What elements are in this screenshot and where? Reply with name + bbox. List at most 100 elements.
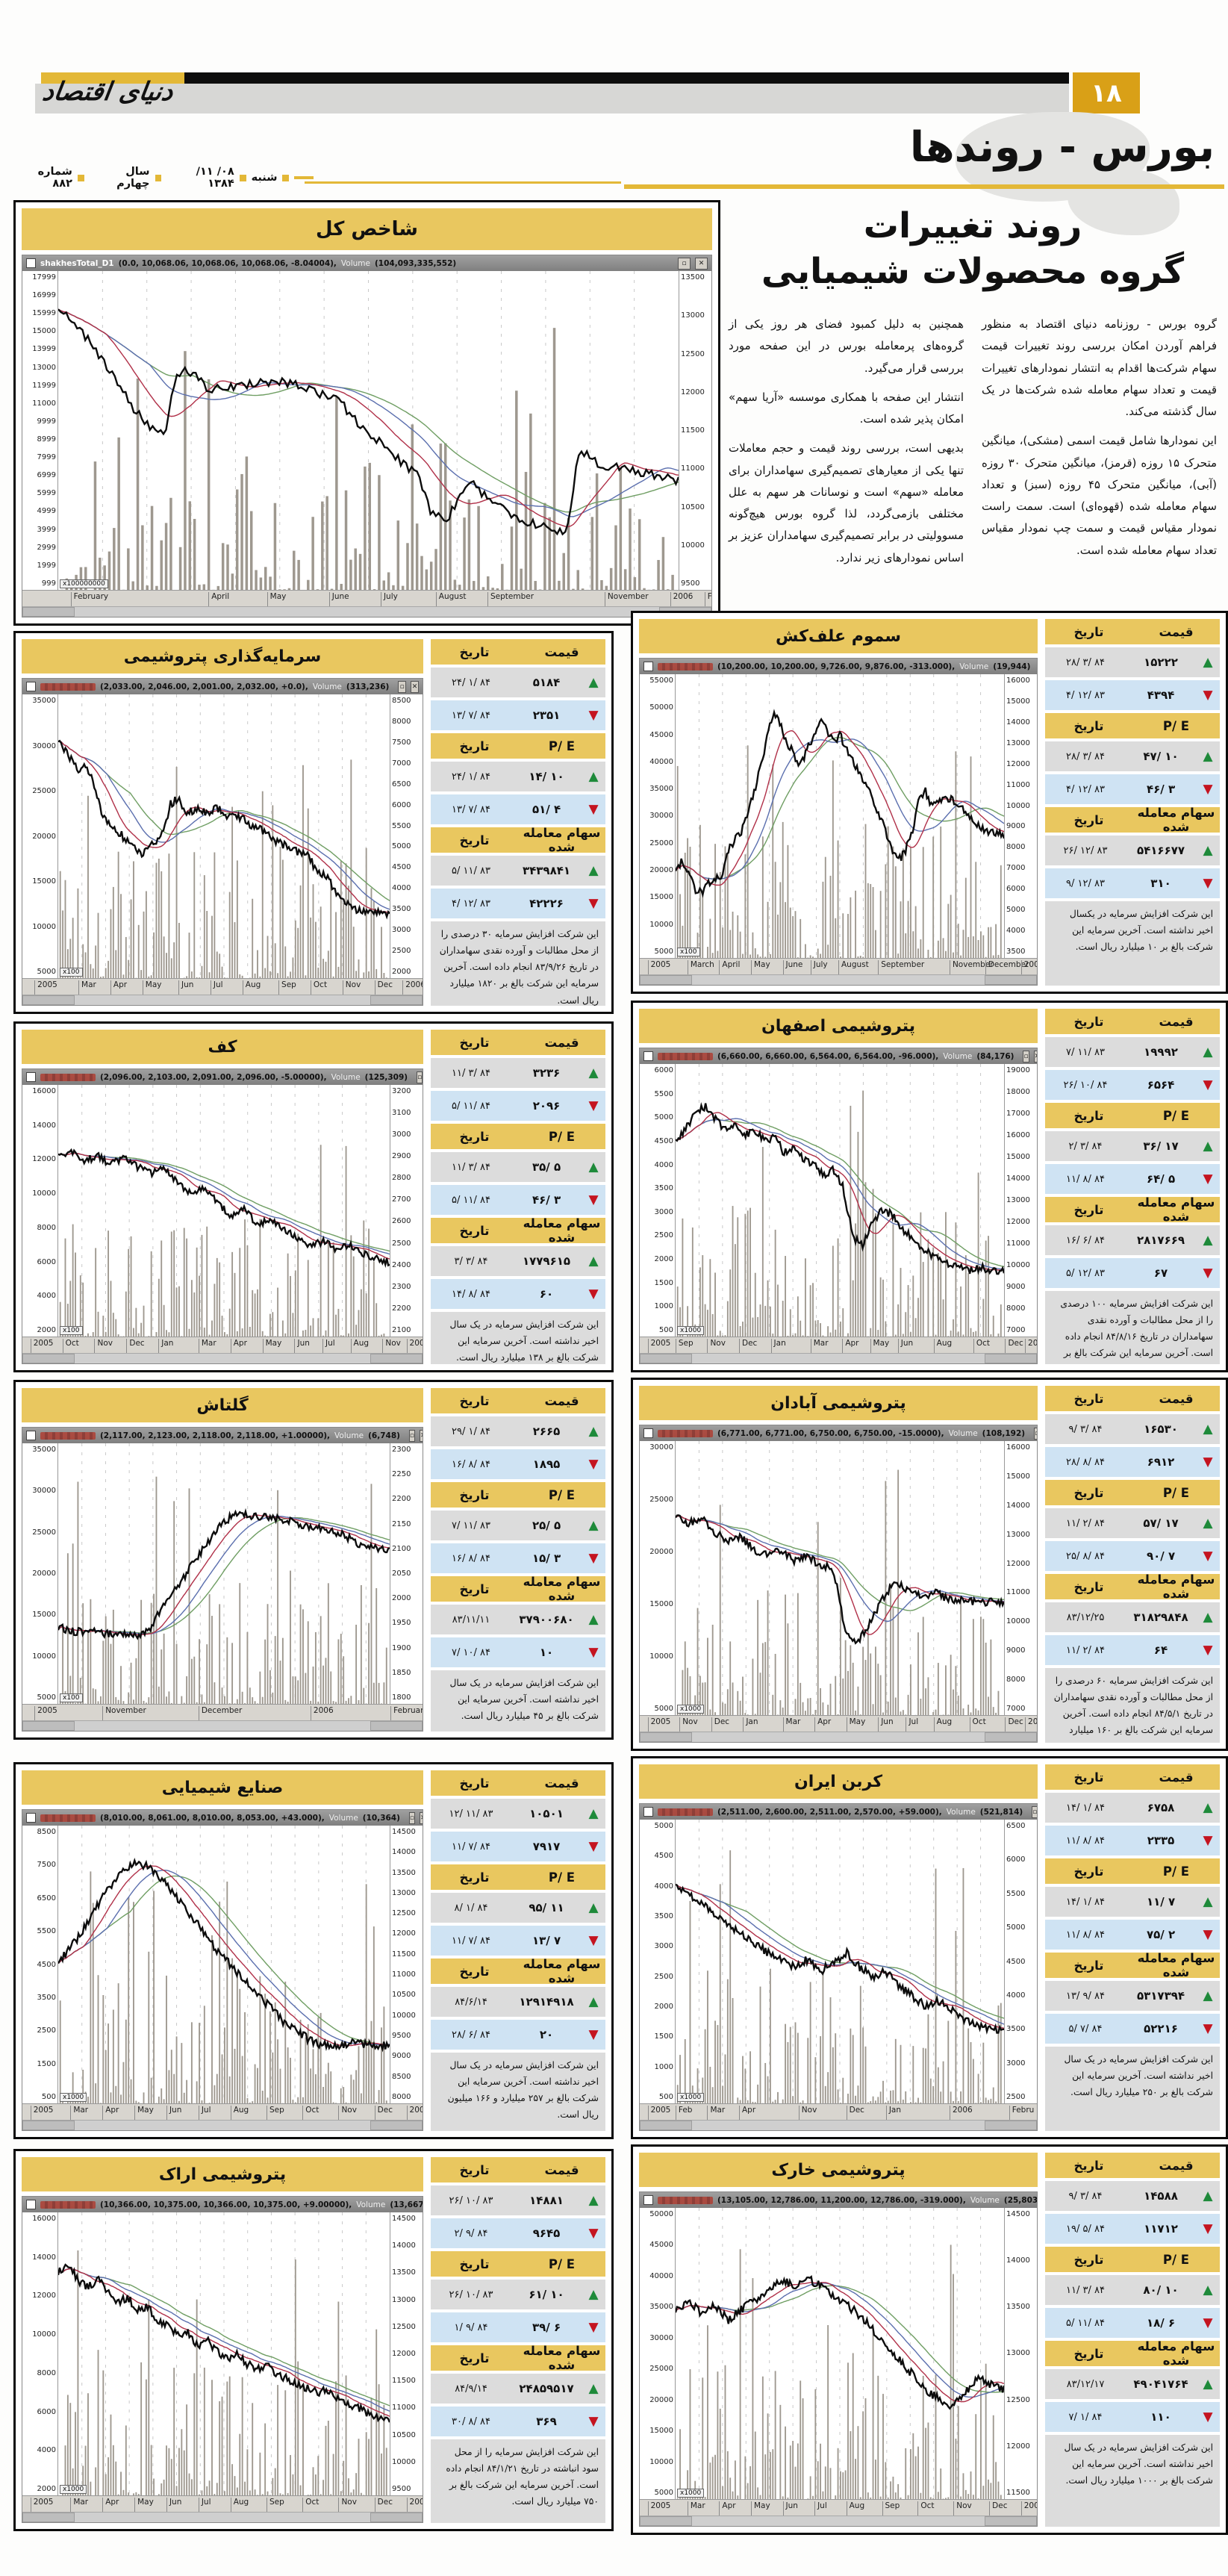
x-axis-label: Jan xyxy=(158,1339,173,1353)
minimize-icon: ▫ xyxy=(678,257,691,270)
stat-row-low: ▼ ۷ /۱۳ ۸۴ /۷ /۱۱ xyxy=(431,1926,605,1956)
stat-header-date-label: تاریخ xyxy=(459,2256,490,2271)
down-triangle-icon: ▼ xyxy=(588,2413,599,2429)
right-axis-price-scale: 14500 14000 13500 13000 12500 12000 11500 xyxy=(1004,2208,1037,2499)
panel-title: پتروشیمی آبادان xyxy=(639,1386,1038,1420)
stat-row-high: ▲ ۶۷۵۸ ۸۴ /۱ /۱۴ xyxy=(1045,1793,1220,1823)
up-triangle-icon: ▲ xyxy=(588,1517,599,1533)
right-axis-price-scale: 3200 3100 3000 2900 2800 2700 2600 2500 2400 2300… xyxy=(390,1085,423,1337)
stat-row-high: ▲ ۱۲۹۱۴۹۱۸ ۸۴/۶/۱۴ xyxy=(431,1987,605,2017)
stat-header-metric-label: قیمت xyxy=(1159,624,1194,639)
stat-value: ۱۰ xyxy=(539,1646,554,1659)
axis-tick-label: 7000 xyxy=(1006,1326,1026,1334)
axis-tick-label: 11500 xyxy=(1006,2488,1030,2497)
volume-value: (521,814) xyxy=(979,1807,1023,1817)
axis-tick-label: 4000 xyxy=(654,1882,673,1891)
window-system-icon xyxy=(26,1813,36,1823)
stat-date: ۸۴ /۱ /۲۹ xyxy=(452,1425,490,1437)
axis-tick-label: 3000 xyxy=(392,1130,411,1139)
close-icon: ✕ xyxy=(420,1429,423,1442)
axis-tick-label: 10000 xyxy=(649,2457,673,2466)
chart-window-titlebar: (2,511.00, 2,600.00, 2,511.00, 2,570.00,… xyxy=(640,1804,1037,1820)
stat-value: ۶۹۱۲ xyxy=(1147,1455,1175,1469)
stat-section-header: P/ E تاریخ xyxy=(431,1864,605,1890)
x-axis-label: Dec xyxy=(739,1339,757,1353)
down-triangle-icon: ▼ xyxy=(1203,875,1213,891)
series-name-smear xyxy=(658,1808,713,1816)
stat-section-header: سهام معامله شده تاریخ xyxy=(1045,1195,1220,1224)
stat-value: ۳ /۴۶ xyxy=(1146,783,1176,796)
x-axis-label: Apr xyxy=(842,1339,858,1353)
axis-tick-label: 10500 xyxy=(392,2430,416,2439)
axis-tick-label: 4500 xyxy=(654,1852,673,1861)
x-axis-label: Jun xyxy=(166,2498,181,2512)
axis-tick-label: 18000 xyxy=(1006,1088,1030,1096)
axis-tick-label: 14000 xyxy=(392,1848,416,1857)
axis-tick-label: 7000 xyxy=(1006,1704,1026,1713)
x-axis-label: Jun xyxy=(782,2501,798,2516)
x-axis-label: Oct xyxy=(917,2501,935,2516)
stat-date: ۸۴ /۱ /۲۴ xyxy=(452,676,490,688)
x-axis-label: Nov xyxy=(338,2106,357,2120)
axis-tick-label: 15000 xyxy=(1006,1153,1030,1161)
chart-window-titlebar: (6,771.00, 6,771.00, 6,750.00, 6,750.00,… xyxy=(640,1425,1037,1441)
x-axis-strip: 2005NovDecJanMarAprMayJunJulAugOctDec200… xyxy=(640,1715,1037,1732)
price-volume-chart xyxy=(58,694,390,978)
stat-date: ۸۴ /۱ /۸ xyxy=(454,1902,488,1914)
stat-section-header: قیمت تاریخ xyxy=(1045,619,1220,644)
axis-tick-label: 12000 xyxy=(1006,759,1030,768)
axis-tick-label: 5500 xyxy=(1006,1889,1026,1898)
x-axis-label: Jun xyxy=(166,2106,181,2120)
axis-tick-label: 7500 xyxy=(392,738,411,747)
stat-row-low: ▼ ۱۱۰ ۸۴ /۱ /۷ xyxy=(1045,2402,1220,2432)
x-axis-label: November xyxy=(949,960,994,974)
axis-tick-label: 10000 xyxy=(392,2011,416,2020)
stat-section-header: P/ E تاریخ xyxy=(1045,1480,1220,1505)
chart-window-titlebar: shakhesTotal_D1 (0.0, 10,068.06, 10,068.0… xyxy=(22,255,711,271)
stat-value: ۶۴ xyxy=(1153,1643,1168,1657)
axis-tick-label: 2000 xyxy=(37,2484,56,2493)
x-axis-label: 2006 xyxy=(1020,960,1037,974)
volume-value: (84,176) xyxy=(976,1051,1014,1061)
x-axis-strip: 2005 March April May June July August September… xyxy=(640,958,1037,974)
plot-area-wrap: 16000 14000 12000 10000 8000 6000 4000 2000 x100… xyxy=(22,2212,423,2495)
series-name-smear xyxy=(658,1052,713,1060)
axis-tick-label: 3000 xyxy=(1006,2059,1026,2068)
x-axis-label: March xyxy=(687,960,714,974)
x-axis-label: Dec xyxy=(126,1339,145,1353)
plot-area-wrap: 8500 7500 6500 5500 4500 3500 2500 1500 500 x1000… xyxy=(22,1826,423,2103)
x-axis-strip: 2005 Feb Mar Apr Nov Dec Jan 2006 Febru xyxy=(640,2103,1037,2120)
stat-header-date-label: تاریخ xyxy=(1073,1958,1104,1973)
stat-value: ۵ /۳۵ xyxy=(532,1160,561,1174)
stat-section-header: P/ E تاریخ xyxy=(431,733,605,759)
stat-row-low: ▼ ۶ /۳۹ ۸۴ /۹ /۱ xyxy=(431,2312,605,2342)
stat-row-high: ▲ ۱۰۵۰۱ ۸۳ /۱۱ /۱۲ xyxy=(431,1799,605,1829)
x-axis-strip: 2005SepNovDecJanMarAprMayJunAugOctDec200… xyxy=(640,1337,1037,1353)
stat-section-header: P/ E تاریخ xyxy=(431,1124,605,1149)
down-triangle-icon: ▼ xyxy=(588,1456,599,1472)
x-axis-label: July xyxy=(810,960,828,974)
down-triangle-icon: ▼ xyxy=(1203,781,1213,797)
x-axis-label: Dec xyxy=(374,980,393,995)
axis-tick-label: 4000 xyxy=(37,1292,56,1301)
stat-section-header: سهام معامله شده تاریخ xyxy=(431,826,605,854)
axis-tick-label: 10000 xyxy=(32,2330,56,2339)
chart-window: (13,105.00, 12,786.00, 11,200.00, 12,786… xyxy=(639,2191,1038,2527)
scrollbar-right-cap xyxy=(985,2121,1037,2130)
axis-tick-label: 3999 xyxy=(37,525,56,534)
chart-window-titlebar: (2,096.00, 2,103.00, 2,091.00, 2,096.00,… xyxy=(22,1069,423,1085)
axis-tick-label: 35000 xyxy=(32,1446,56,1454)
axis-tick-label: 45000 xyxy=(649,2241,673,2250)
axis-tick-label: 15000 xyxy=(649,2427,673,2436)
x-axis-label: May xyxy=(870,1339,889,1353)
stat-value: ۶ /۳۹ xyxy=(532,2321,561,2334)
stat-row-high: ▲ ۵۳۱۷۳۹۴ ۸۴ /۹ /۱۳ xyxy=(1045,1981,1220,2011)
stat-header-date-label: تاریخ xyxy=(1073,1014,1104,1029)
stat-row-low: ▼ ۶۹۱۲ ۸۴ /۸ /۲۸ xyxy=(1045,1447,1220,1477)
panel-stat-table: قیمت تاریخ ▲ ۱۴۸۸۱ ۸۳ /۱۰ /۲۶ ▼ ۹۶۴۵ ۸۴ /۹ /۲ P/… xyxy=(431,2157,605,2523)
axis-tick-label: 1000 xyxy=(654,1302,673,1311)
ohlc-values: (2,033.00, 2,046.00, 2,001.00, 2,032.00,… xyxy=(100,682,308,691)
stat-date: ۸۴ /۶ /۲۸ xyxy=(452,2029,490,2041)
chart-window: (10,366.00, 10,375.00, 10,366.00, 10,375… xyxy=(22,2196,423,2523)
axis-tick-label: 11500 xyxy=(392,2377,416,2386)
